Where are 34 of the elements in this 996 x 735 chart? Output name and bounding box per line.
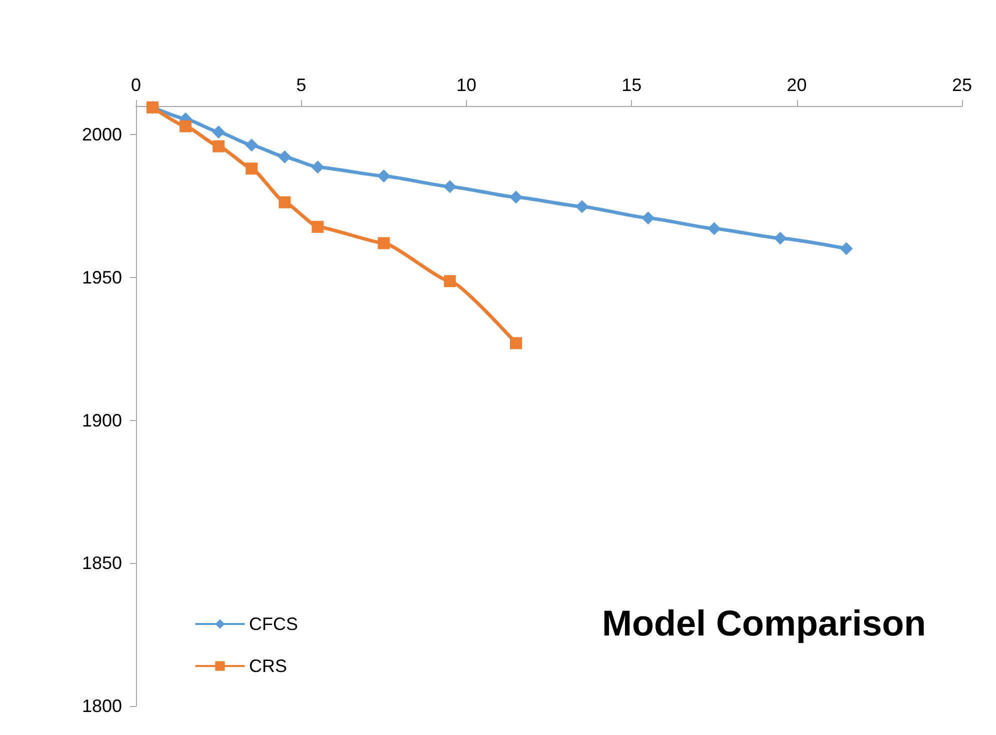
point [642, 212, 655, 224]
y-tick-label: 1850 [82, 553, 122, 574]
y-tick-label: 1950 [82, 267, 122, 288]
x-tick-label: 10 [456, 75, 476, 95]
x-tick-label: 0 [130, 75, 142, 95]
point [246, 162, 258, 175]
x-tick-label: 25 [952, 75, 972, 95]
point [774, 232, 787, 245]
point [576, 200, 589, 214]
legend-label: CFCS [249, 614, 298, 634]
point [278, 150, 292, 164]
y-tick-label: 1800 [82, 696, 122, 716]
point [708, 222, 721, 236]
point [312, 220, 324, 233]
point [377, 170, 390, 182]
point [180, 120, 192, 132]
point [278, 196, 291, 208]
y-tick-label: 1900 [82, 410, 122, 430]
point [378, 237, 390, 250]
point [311, 160, 324, 174]
point [509, 190, 522, 204]
point [444, 275, 456, 288]
point [510, 337, 522, 350]
point [212, 126, 226, 138]
point [245, 138, 258, 152]
point [840, 242, 853, 256]
x-tick-label: 5 [296, 75, 306, 95]
x-tick-label: 20 [786, 75, 807, 95]
text: Model Comparison [602, 602, 926, 644]
point [212, 140, 225, 152]
point [443, 180, 456, 194]
y-tick-label: 2000 [82, 124, 122, 145]
legend-label: CRS [249, 656, 288, 676]
x-tick-label: 15 [622, 75, 642, 95]
